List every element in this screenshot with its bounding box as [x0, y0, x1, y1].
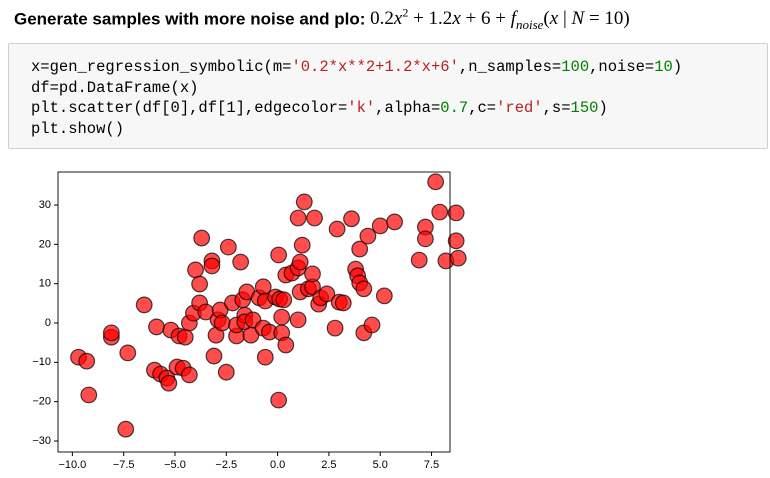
formula-part: = 10): [584, 8, 630, 30]
point: [135, 296, 153, 314]
formula-part: |: [558, 8, 572, 30]
x-tick-label: 2.5: [321, 459, 336, 471]
formula: 0.2x2 + 1.2x + 6 + fnoise(x | N = 10): [370, 6, 630, 33]
formula-part: x: [452, 8, 461, 30]
x-tick-label: 0.0: [270, 459, 285, 471]
code-line: plt.show(): [31, 119, 125, 138]
point: [306, 209, 323, 227]
point: [270, 246, 288, 264]
point: [375, 287, 393, 305]
code-line: x=gen_regression_symbolic(m='0.2*x**2+1.…: [31, 58, 683, 76]
heading: Generate samples with more noise and plo…: [14, 6, 630, 33]
point: [328, 220, 346, 238]
x-tick-label: 5.0: [373, 459, 388, 471]
point: [326, 319, 344, 337]
formula-part: noise: [515, 17, 544, 33]
point: [386, 213, 403, 231]
point: [289, 209, 307, 227]
point: [119, 344, 137, 362]
point: [191, 275, 209, 293]
code-line: plt.scatter(df[0],df[1],edgecolor='k',al…: [31, 99, 608, 117]
formula-part: (: [543, 8, 550, 30]
formula-part: 2: [402, 6, 409, 20]
y-tick-label: 10: [39, 278, 51, 290]
point: [449, 249, 467, 267]
y-tick-label: −20: [32, 396, 51, 408]
point: [232, 253, 250, 271]
point: [102, 324, 120, 342]
point: [318, 285, 336, 303]
x-tick-label: −7.5: [113, 459, 135, 471]
formula-part: x: [393, 8, 403, 30]
plot-frame: [57, 171, 451, 453]
point: [371, 217, 389, 235]
point: [343, 210, 360, 228]
formula-part: + 6 +: [460, 8, 511, 30]
point: [78, 352, 96, 370]
point: [117, 420, 135, 438]
point: [213, 314, 231, 332]
point: [351, 240, 369, 258]
point: [427, 173, 445, 191]
point: [334, 294, 352, 312]
point: [273, 308, 291, 326]
point: [217, 363, 235, 381]
point: [277, 336, 295, 354]
code: x=gen_regression_symbolic(m='0.2*x**2+1.…: [31, 57, 682, 139]
point: [416, 230, 434, 248]
x-tick-label: −5.0: [164, 459, 186, 471]
y-tick-label: 0: [45, 317, 51, 329]
point: [289, 311, 307, 329]
code-cell[interactable]: x=gen_regression_symbolic(m='0.2*x**2+1.…: [8, 43, 768, 149]
point: [410, 251, 428, 269]
y-tick-label: 30: [39, 199, 51, 211]
point: [203, 257, 221, 275]
point: [291, 253, 309, 271]
point: [295, 193, 313, 211]
x-tick-label: −2.5: [215, 459, 237, 471]
x-tick-label: −10.0: [58, 459, 86, 471]
point: [270, 391, 288, 409]
point: [447, 204, 465, 222]
formula-part: N: [571, 8, 585, 30]
code-line: df=pd.DataFrame(x): [31, 78, 199, 97]
y-tick-label: −10: [32, 356, 51, 368]
point: [359, 227, 377, 245]
formula-part: f: [510, 8, 516, 30]
y-tick-label: 20: [39, 238, 51, 250]
point: [193, 229, 211, 247]
formula-part: 0.2: [370, 8, 394, 30]
point: [363, 316, 381, 334]
point: [256, 348, 274, 366]
point: [160, 374, 178, 392]
point: [431, 203, 449, 221]
point: [148, 318, 165, 336]
x-tick-label: 7.5: [424, 459, 439, 471]
point: [447, 232, 465, 250]
point: [355, 280, 373, 298]
point: [219, 238, 237, 256]
point: [275, 291, 293, 309]
heading-text: Generate samples with more noise and plo…: [14, 9, 366, 29]
point: [176, 328, 194, 346]
point: [293, 236, 311, 254]
y-tick-label: −30: [32, 435, 51, 447]
point: [180, 366, 198, 384]
formula-part: x: [549, 8, 559, 30]
point: [304, 265, 321, 283]
point: [205, 347, 223, 365]
point: [187, 261, 204, 279]
formula-part: + 1.2: [408, 8, 453, 30]
chart: −10.0 −7.5 −5.0 −2.5 0.0 2.5 5.0 7.5 −30 −20 −10 0 1…: [32, 171, 467, 471]
point: [80, 386, 98, 404]
